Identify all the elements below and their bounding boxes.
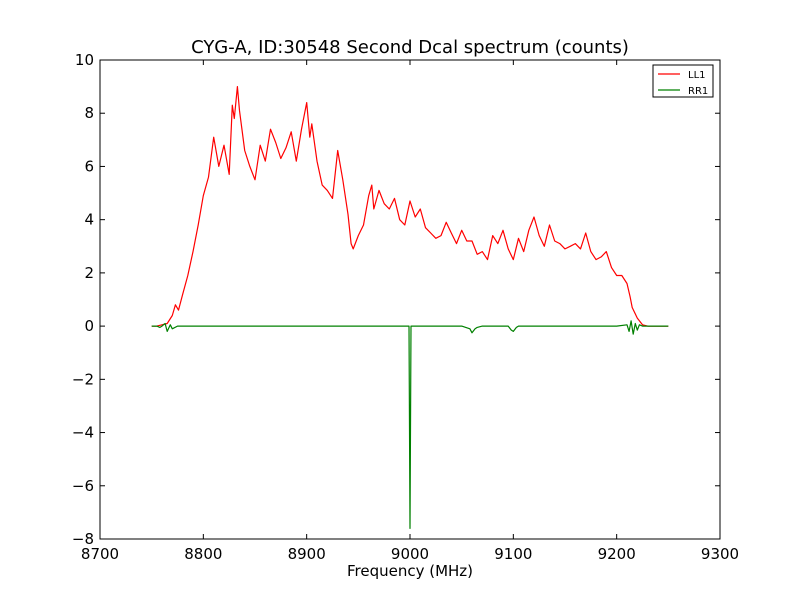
x-tick-label: 8800	[184, 545, 222, 563]
y-tick-label: −4	[72, 424, 94, 442]
y-tick-label: −8	[72, 530, 94, 548]
legend-label-ll1: LL1	[688, 70, 706, 81]
axis-ticks: 8700 8800 8900 9000 9100 9200 9300 10 8 6 4 2 0 −2 −4 −…	[72, 51, 739, 563]
x-tick-label: 9000	[391, 545, 429, 563]
y-tick-label: 10	[75, 51, 94, 69]
y-tick-label: 0	[84, 317, 94, 335]
chart-title: CYG-A, ID:30548 Second Dcal spectrum (co…	[191, 37, 629, 58]
series-layer	[151, 85, 669, 530]
series-line-rr1	[151, 320, 669, 530]
legend-label-rr1: RR1	[688, 86, 708, 97]
x-tick-label: 9100	[494, 545, 532, 563]
series-line-ll1	[151, 85, 669, 327]
legend-frame	[652, 64, 714, 98]
y-tick-label: 8	[84, 104, 94, 122]
y-tick-label: 6	[84, 157, 94, 175]
x-tick-label: 8900	[288, 545, 326, 563]
x-axis-label: Frequency (MHz)	[347, 562, 473, 580]
y-tick-label: −6	[72, 477, 94, 495]
y-tick-label: 4	[84, 211, 94, 229]
x-tick-label: 8700	[81, 545, 119, 563]
x-tick-label: 9300	[701, 545, 739, 563]
y-tick-label: 2	[84, 264, 94, 282]
x-tick-label: 9200	[598, 545, 636, 563]
y-tick-label: −2	[72, 370, 94, 388]
